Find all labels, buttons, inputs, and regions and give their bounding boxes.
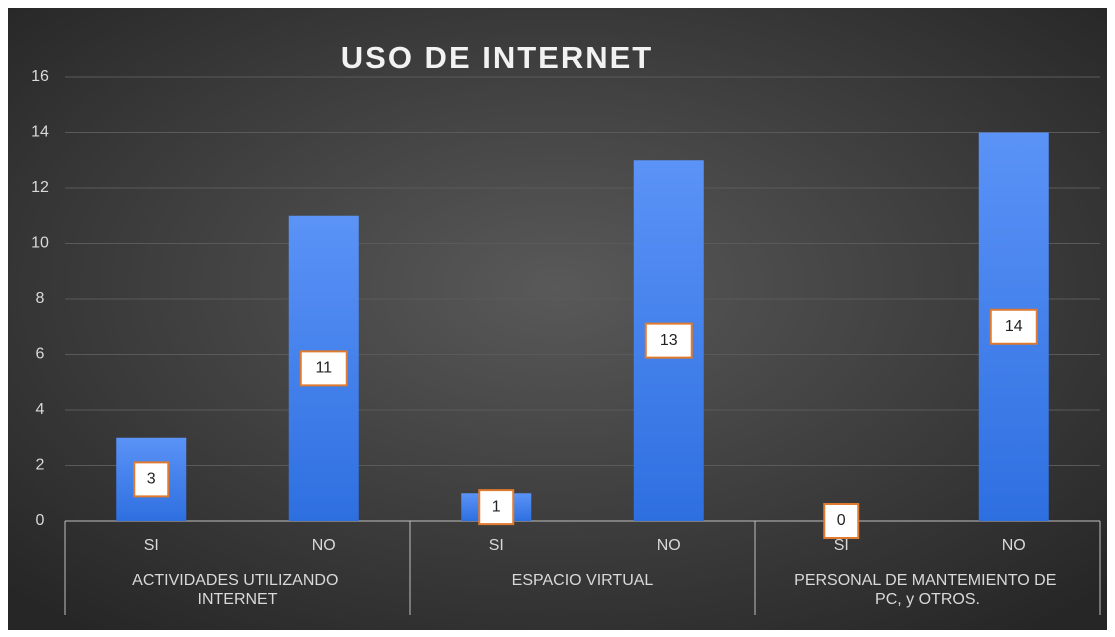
chart-background: [8, 8, 1107, 630]
y-tick-label: 4: [36, 401, 45, 418]
y-tick-label: 6: [36, 346, 45, 363]
y-tick-label: 2: [36, 457, 45, 474]
y-tick-label: 12: [31, 179, 49, 196]
y-tick-label: 0: [36, 512, 45, 529]
x-tick-label: NO: [1002, 537, 1026, 554]
y-tick-label: 10: [31, 235, 49, 252]
data-label-box: [299, 350, 348, 387]
group-label: PERSONAL DE MANTEMIENTO DE PC, y OTROS.: [794, 572, 1061, 608]
x-tick-label: SI: [489, 537, 504, 554]
data-label: 13: [660, 332, 678, 349]
data-label-box: [989, 308, 1038, 345]
y-tick-label: 14: [31, 124, 49, 141]
x-tick-label: SI: [144, 537, 159, 554]
y-tick-label: 16: [31, 68, 49, 85]
group-label: ACTIVIDADES UTILIZANDO INTERNET: [132, 572, 343, 608]
data-label: 14: [1005, 318, 1023, 335]
data-label: 3: [147, 471, 156, 488]
data-label-box: [478, 489, 515, 526]
data-label-box: [644, 322, 693, 359]
data-label: 1: [492, 498, 501, 515]
data-label: 11: [315, 360, 332, 377]
chart-title: USO DE INTERNET: [341, 40, 653, 75]
data-label-box: [133, 461, 170, 498]
x-tick-label: NO: [657, 537, 681, 554]
x-tick-label: SI: [834, 537, 849, 554]
data-label-box: [823, 503, 860, 539]
x-tick-label: NO: [312, 537, 336, 554]
y-tick-label: 8: [36, 290, 45, 307]
group-label: ESPACIO VIRTUAL: [512, 572, 654, 589]
data-label: 0: [837, 512, 846, 529]
